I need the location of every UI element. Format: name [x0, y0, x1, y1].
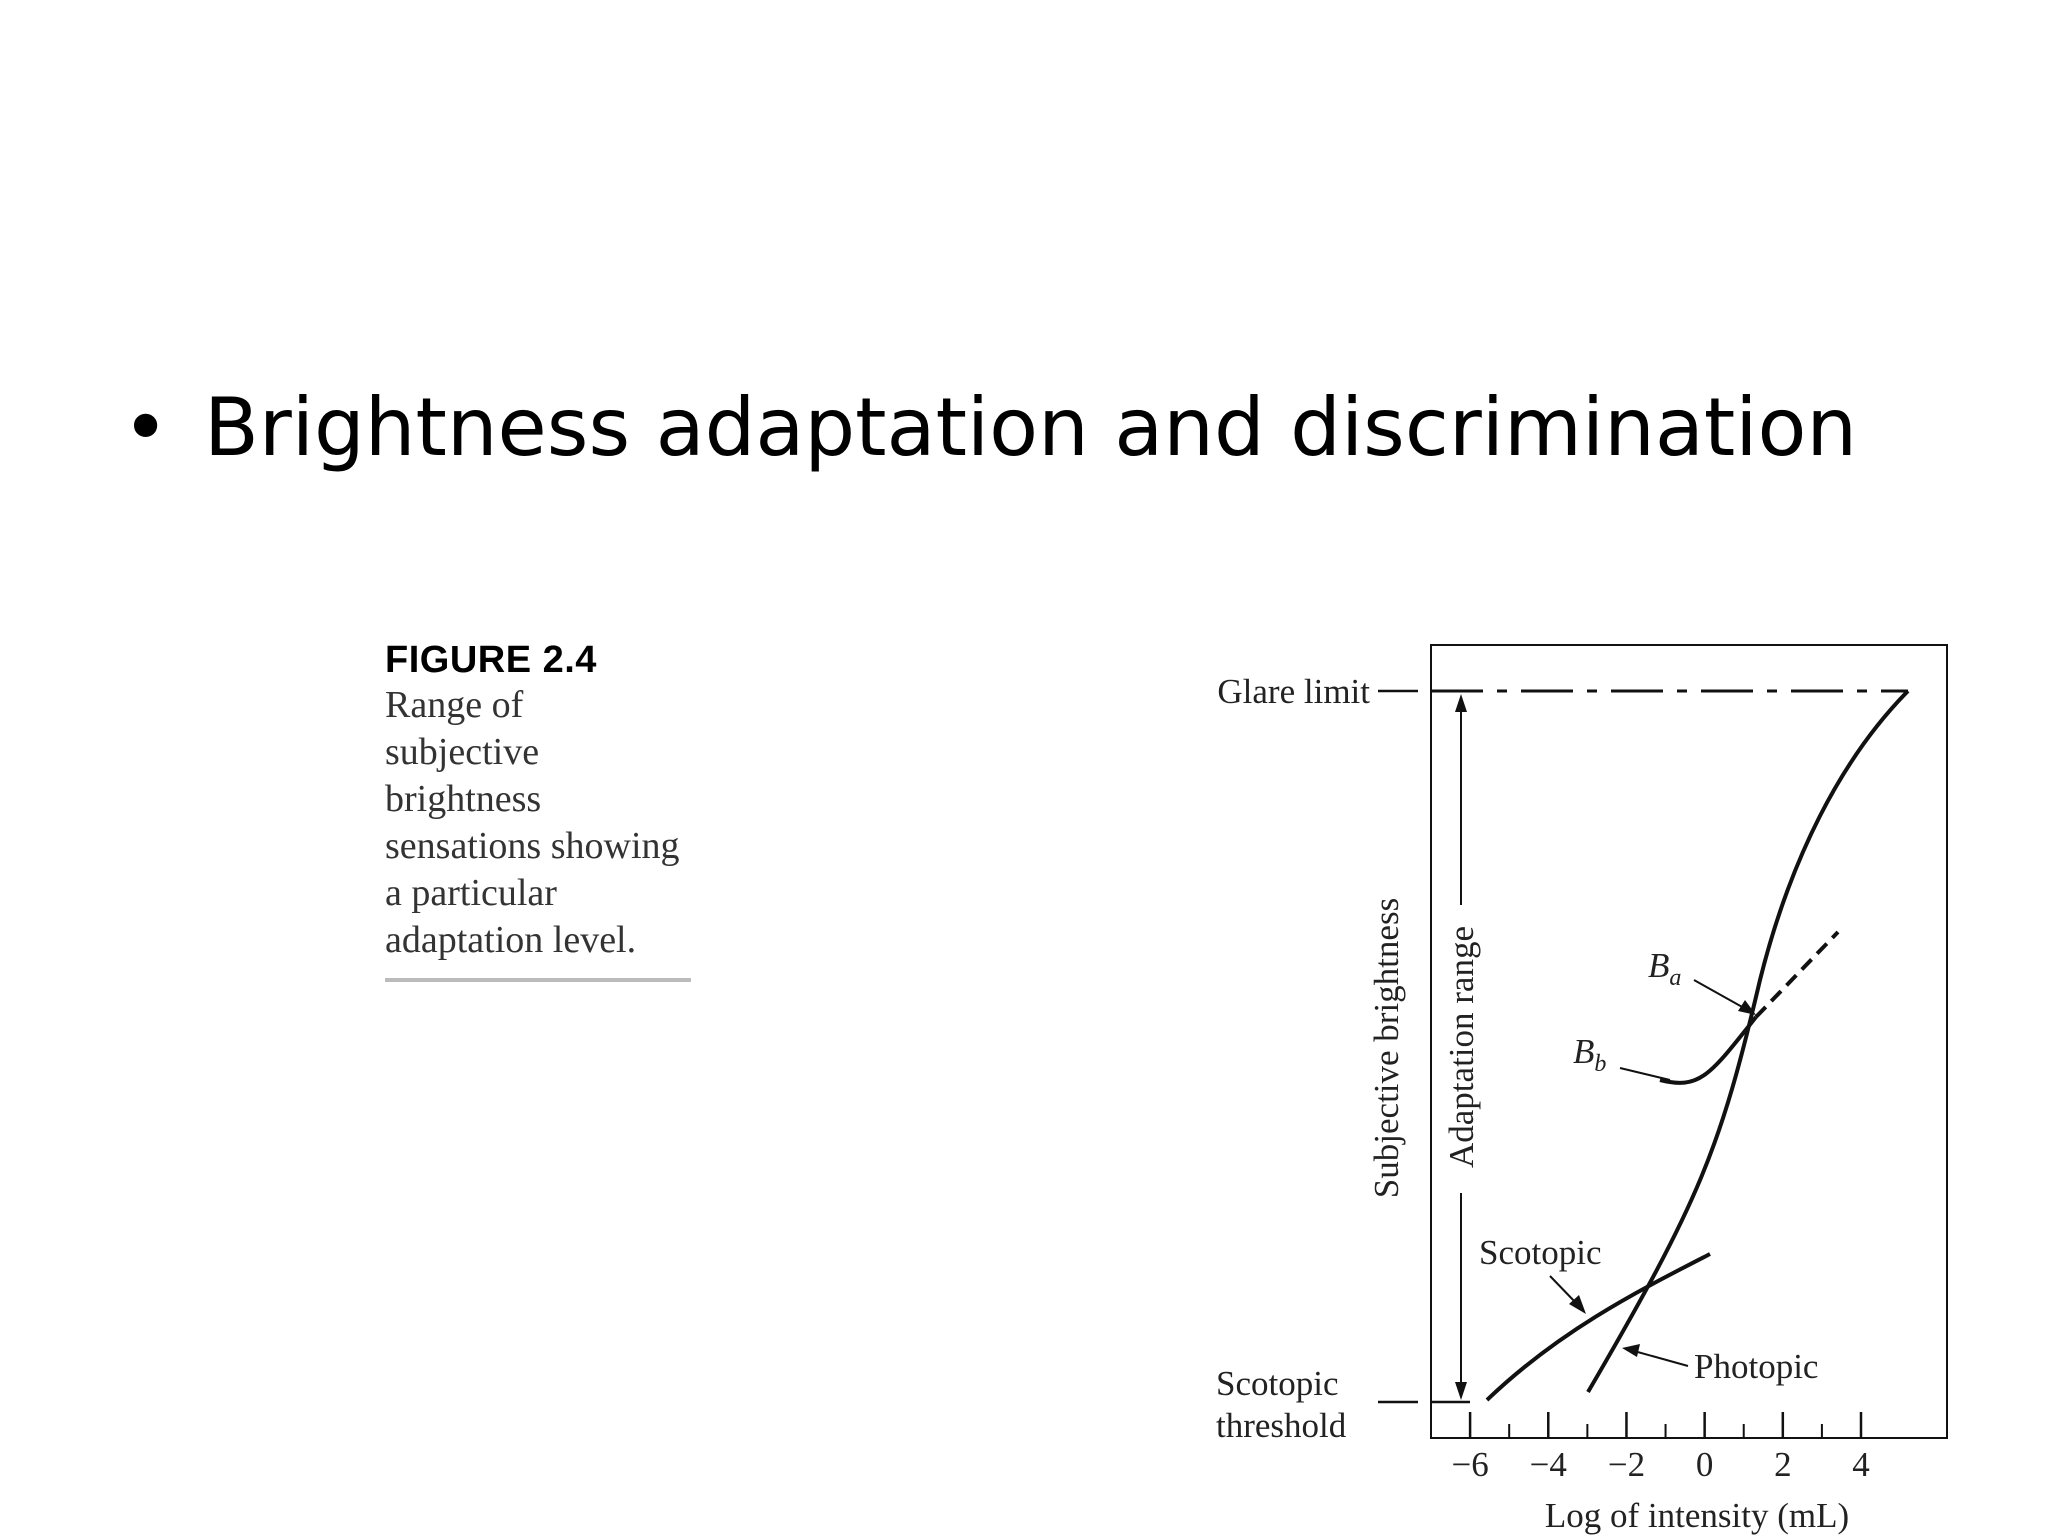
ba-label: Ba: [1648, 946, 1681, 991]
adaptation-range-label: Adaptation range: [1442, 926, 1481, 1168]
scotopic-curve: [1485, 1252, 1711, 1402]
y-axis-label: Subjective brightness: [1367, 898, 1406, 1198]
x-tick-label: −2: [1608, 1445, 1645, 1484]
scotopic-threshold-label-1: Scotopic: [1216, 1364, 1338, 1403]
figure-caption-text: Range of subjective brightness sensation…: [385, 684, 680, 961]
figure-label: FIGURE 2.4: [385, 639, 597, 681]
photopic-leader-head: [1622, 1344, 1640, 1357]
x-tick-label: 4: [1852, 1445, 1870, 1484]
photopic-leader: [1633, 1350, 1689, 1367]
scotopic-leader-head: [1569, 1295, 1586, 1314]
bb-label: Bb: [1573, 1032, 1606, 1077]
x-tick-label: 2: [1774, 1445, 1792, 1484]
x-tick-label: −6: [1451, 1445, 1488, 1484]
photopic-curve: [1586, 689, 1910, 1394]
adaptation-arrow-head-bottom: [1455, 1382, 1467, 1400]
adaptation-arrow-head-top: [1455, 694, 1467, 712]
figure-caption: FIGURE 2.4 Range of subjective brightnes…: [385, 638, 695, 982]
adaptation-label-mask: [1445, 905, 1477, 1193]
scotopic-leader: [1549, 1275, 1578, 1305]
glare-limit-label: Glare limit: [1217, 672, 1370, 711]
x-axis-label: Log of intensity (mL): [1545, 1496, 1849, 1535]
slide-bullet: • Brightness adaptation and discriminatio…: [122, 378, 1857, 478]
photopic-curve-label: Photopic: [1694, 1347, 1818, 1386]
bb-dashed-extension: [1754, 930, 1840, 1019]
x-axis-ticks: −6 −4 −2 0 2 4: [1451, 1412, 1870, 1484]
ba-leader: [1693, 979, 1745, 1009]
caption-rule: [385, 978, 691, 982]
bb-curve: [1659, 1015, 1758, 1085]
ba-leader-head: [1738, 1000, 1756, 1015]
x-tick-label: −4: [1530, 1445, 1567, 1484]
scotopic-threshold-label-2: threshold: [1216, 1406, 1347, 1445]
bb-leader: [1619, 1067, 1671, 1081]
x-tick-label: 0: [1696, 1445, 1714, 1484]
slide-bullet-text: Brightness adaptation and discrimination: [204, 381, 1858, 474]
scotopic-curve-label: Scotopic: [1479, 1233, 1601, 1272]
bullet-glyph: •: [122, 381, 170, 474]
plot-frame: [1430, 644, 1948, 1439]
